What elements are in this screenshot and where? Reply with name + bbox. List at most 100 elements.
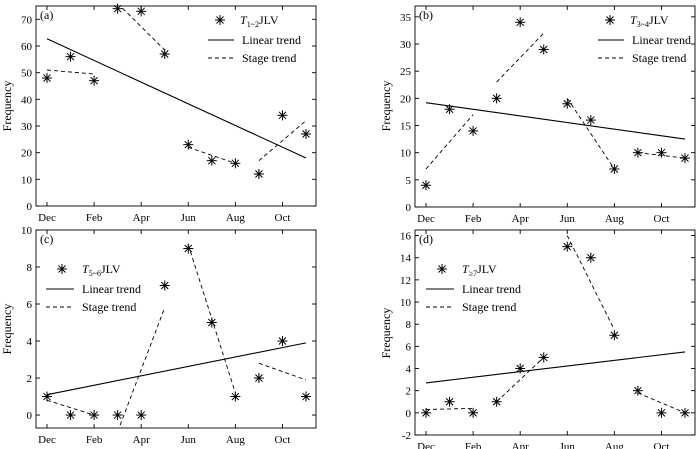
- x-tick-label: Apr: [512, 441, 529, 449]
- y-tick-label: 70: [21, 14, 33, 26]
- y-tick-label: 16: [400, 231, 412, 243]
- y-axis-title: Frequency: [0, 304, 14, 355]
- data-point-asterisk: [515, 363, 526, 374]
- legend-stage-label: Stage trend: [82, 300, 136, 314]
- y-tick-label: 20: [21, 148, 33, 160]
- data-point-asterisk: [632, 147, 643, 158]
- x-tick-label: Oct: [275, 434, 291, 446]
- stage-trend-line: [425, 114, 474, 170]
- x-tick-label: Jun: [181, 434, 197, 446]
- x-tick-label: Jun: [560, 441, 576, 449]
- linear-trend-line: [425, 102, 686, 140]
- data-point-asterisk: [301, 129, 311, 139]
- data-point-asterisk: [112, 3, 123, 14]
- x-tick-label: Dec: [38, 212, 56, 224]
- panel-label: (a): [40, 8, 53, 22]
- data-point-asterisk: [42, 391, 52, 402]
- legend-series-label: T5~6JLV: [82, 262, 121, 278]
- legend-marker-asterisk: [215, 15, 225, 25]
- panel-label: (c): [40, 232, 53, 246]
- x-tick-label: Aug: [605, 213, 624, 225]
- data-point-asterisk: [585, 252, 596, 263]
- y-tick-label: 25: [400, 66, 412, 78]
- x-tick-label: Aug: [605, 441, 624, 449]
- legend-series-label: T≥7JLV: [462, 262, 497, 278]
- data-point-asterisk: [562, 98, 573, 109]
- data-point-asterisk: [112, 410, 123, 421]
- x-tick-label: Apr: [133, 212, 150, 224]
- data-point-asterisk: [562, 241, 573, 252]
- linear-trend-line: [46, 342, 307, 396]
- legend-linear-label: Linear trend: [462, 282, 521, 296]
- x-tick-label: Oct: [275, 212, 291, 224]
- legend: T1~2JLV Linear trend Stage trend: [208, 13, 301, 65]
- data-point-asterisk: [183, 243, 194, 254]
- data-point-asterisk: [206, 317, 217, 328]
- y-tick-label: 2: [27, 373, 33, 385]
- x-tick-label: Jun: [181, 212, 197, 224]
- panel-label: (b): [419, 8, 433, 22]
- legend-series-label: T1~2JLV: [240, 13, 279, 29]
- data-point-asterisk: [444, 396, 455, 407]
- data-point-asterisk: [159, 49, 170, 59]
- legend-series-subscript: 3~4: [637, 20, 649, 29]
- data-point-asterisk: [468, 407, 479, 418]
- y-tick-label: 0: [27, 410, 33, 422]
- y-tick-label: 10: [400, 297, 412, 309]
- data-point-asterisk: [538, 44, 549, 55]
- legend-stage-label: Stage trend: [632, 51, 686, 65]
- data-point-asterisk: [136, 6, 147, 17]
- y-tick-label: 8: [406, 319, 412, 331]
- data-point-asterisk: [491, 93, 502, 104]
- y-tick-label: 50: [21, 68, 33, 80]
- legend-series-subscript: 1~2: [247, 20, 259, 29]
- y-tick-label: 4: [406, 364, 412, 376]
- panel-label: (d): [419, 232, 433, 246]
- legend-linear-label: Linear trend: [242, 33, 301, 47]
- y-tick-label: 10: [21, 225, 33, 237]
- data-point-asterisk: [491, 396, 502, 407]
- x-tick-label: Apr: [133, 434, 150, 446]
- data-point-asterisk: [277, 110, 288, 121]
- y-tick-label: 15: [400, 121, 412, 133]
- x-tick-label: Feb: [465, 213, 482, 225]
- data-point-asterisk: [680, 153, 690, 164]
- legend-stage-label: Stage trend: [462, 300, 516, 314]
- panel-a: (a) Frequency T1~2JLV Linear trend Stage…: [0, 3, 317, 224]
- data-point-asterisk: [301, 391, 311, 402]
- data-point-asterisk: [632, 385, 643, 396]
- y-tick-label: -2: [402, 430, 411, 442]
- y-tick-label: 20: [400, 93, 412, 105]
- y-tick-label: 6: [27, 299, 33, 311]
- legend: T≥7JLV Linear trend Stage trend: [426, 262, 521, 314]
- data-point-asterisk: [42, 73, 52, 83]
- legend-series-subscript: ≥7: [469, 269, 477, 278]
- y-axis-title: Frequency: [0, 81, 14, 132]
- legend-series-suffix: JLV: [477, 262, 497, 276]
- plot-frame: [414, 229, 696, 436]
- linear-trend-line: [46, 38, 307, 159]
- plot-frame: [414, 5, 696, 208]
- x-tick-label: Oct: [654, 441, 670, 449]
- data-point-asterisk: [609, 163, 620, 174]
- x-tick-label: Feb: [86, 212, 103, 224]
- data-point-asterisk: [515, 17, 526, 28]
- y-tick-label: 5: [406, 175, 412, 187]
- data-point-asterisk: [65, 51, 76, 62]
- plot-frame: [35, 5, 317, 207]
- stage-trend-line: [496, 357, 545, 403]
- data-point-asterisk: [253, 169, 264, 179]
- data-point-asterisk: [230, 158, 241, 169]
- data-point-asterisk: [159, 280, 170, 291]
- panel-c: (c) Frequency T5~6JLV Linear trend Stage…: [0, 225, 317, 446]
- stage-trend-line: [258, 120, 307, 162]
- y-tick-label: 14: [400, 253, 412, 265]
- x-tick-label: Aug: [226, 434, 245, 446]
- data-point-asterisk: [680, 407, 690, 418]
- legend: T3~4JLV Linear trend Stage trend: [598, 13, 691, 65]
- legend-series-suffix: JLV: [259, 13, 279, 27]
- stage-trend-line: [46, 399, 95, 416]
- y-tick-label: 10: [21, 174, 33, 186]
- legend: T5~6JLV Linear trend Stage trend: [46, 262, 141, 314]
